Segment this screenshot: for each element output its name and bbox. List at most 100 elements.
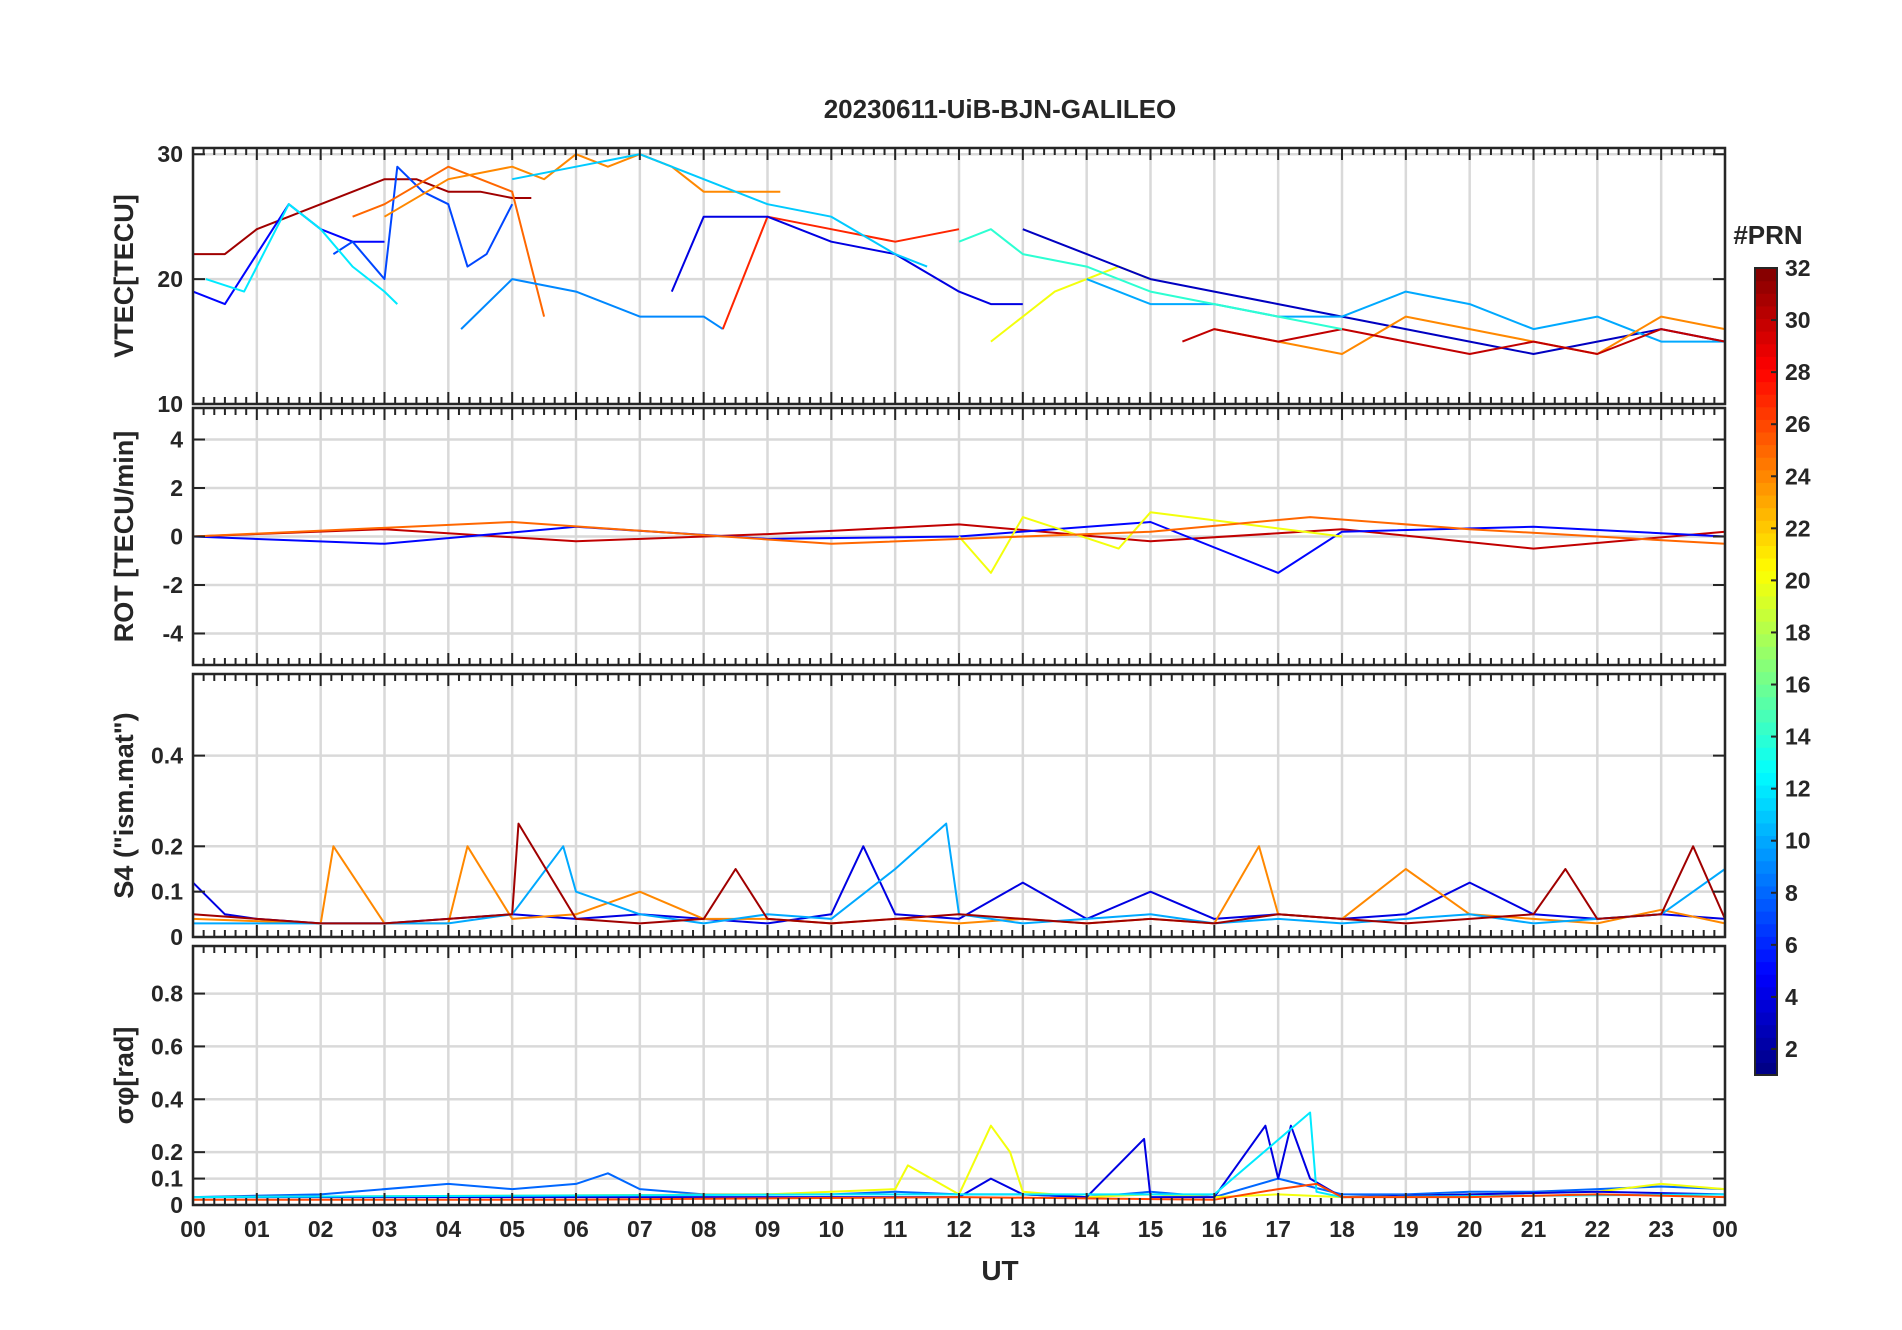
colorbar-tick-label: 20 — [1785, 567, 1811, 593]
colorbar-segment — [1755, 545, 1777, 559]
x-axis-label: UT — [981, 1255, 1018, 1286]
colorbar-segment — [1755, 444, 1777, 458]
y-tick-label: 0 — [170, 1192, 183, 1218]
colorbar-segment — [1755, 1024, 1777, 1038]
colorbar-tick-label: 32 — [1785, 255, 1811, 281]
series-line-prn-11 — [512, 153, 928, 268]
colorbar-segment — [1755, 532, 1777, 547]
y-tick-label: 0.1 — [151, 879, 183, 905]
x-tick-label: 08 — [691, 1216, 717, 1242]
colorbar-tick-label: 24 — [1785, 463, 1811, 489]
colorbar-segment — [1755, 406, 1777, 420]
colorbar-segment — [1755, 570, 1777, 584]
colorbar-tick-label: 2 — [1785, 1036, 1798, 1062]
colorbar-segment — [1755, 431, 1777, 446]
colorbar-segment — [1755, 974, 1777, 988]
colorbar-tick-label: 26 — [1785, 411, 1811, 437]
panel-rot: -4 -2 0 2 4 ROT [TECU/min] — [109, 406, 1727, 667]
colorbar-segment — [1755, 1011, 1777, 1026]
colorbar-segment — [1755, 280, 1777, 294]
series-line-prn-3 — [1022, 228, 1726, 355]
series-line-prn-14 — [958, 228, 1343, 331]
x-tick-label: 10 — [819, 1216, 845, 1242]
x-tick-label: 02 — [308, 1216, 334, 1242]
colorbar-segment — [1755, 747, 1777, 761]
colorbar-tick-label: 8 — [1785, 880, 1798, 906]
x-tick-label: 23 — [1648, 1216, 1674, 1242]
y-tick-label: 0.1 — [151, 1166, 183, 1192]
series-line-prn-30 — [192, 523, 1726, 550]
panel-sigma_phi: 00.10.2 0.4 0.6 0.8 σφ[rad] — [109, 944, 1727, 1218]
colorbar-tick-label: 16 — [1785, 672, 1811, 698]
y-tick-label: 0.8 — [151, 981, 183, 1007]
colorbar-segment — [1755, 948, 1777, 963]
colorbar-segment — [1755, 633, 1777, 647]
series-line-prn-24 — [192, 845, 1726, 925]
y-tick-label: 0.4 — [151, 1086, 183, 1112]
y-tick-label: 0.6 — [151, 1033, 183, 1059]
x-tick-label: 18 — [1329, 1216, 1355, 1242]
x-tick-label: 21 — [1521, 1216, 1547, 1242]
series-line-prn-25 — [192, 516, 1726, 545]
series-line-prn-24 — [1214, 315, 1726, 355]
series-line-prn-7 — [332, 165, 514, 281]
y-tick-label: -4 — [163, 620, 184, 646]
series-line-prn-30 — [1182, 328, 1726, 355]
y-tick-label: 2 — [170, 475, 183, 501]
colorbar-segment — [1755, 734, 1777, 748]
colorbar-segment — [1755, 343, 1777, 357]
colorbar-segment — [1755, 583, 1777, 597]
colorbar-segment — [1755, 1037, 1777, 1051]
colorbar-segment — [1755, 658, 1777, 673]
x-tick-label: 14 — [1074, 1216, 1100, 1242]
x-tick-label: 00 — [180, 1216, 206, 1242]
x-tick-label: 03 — [372, 1216, 398, 1242]
colorbar-segment — [1755, 520, 1777, 534]
colorbar-segment — [1755, 835, 1777, 849]
colorbar-segment — [1755, 268, 1777, 282]
colorbar-segment — [1755, 986, 1777, 1000]
colorbar-tick-label: 18 — [1785, 619, 1811, 645]
colorbar-segment — [1755, 356, 1777, 370]
colorbar-segment — [1755, 911, 1777, 925]
series-line-prn-31 — [193, 178, 532, 256]
x-tick-label: 06 — [563, 1216, 589, 1242]
y-tick-label: 0 — [170, 924, 183, 950]
x-tick-label: 09 — [755, 1216, 781, 1242]
x-tick-label: 19 — [1393, 1216, 1419, 1242]
series-line-prn-10 — [1086, 278, 1725, 343]
x-tick-label: 20 — [1457, 1216, 1483, 1242]
colorbar-title: #PRN — [1733, 220, 1802, 250]
colorbar-segment — [1755, 1062, 1777, 1076]
y-tick-label: 0.4 — [151, 743, 183, 769]
colorbar-tick-label: 6 — [1785, 932, 1798, 958]
colorbar-segment — [1755, 810, 1777, 824]
colorbar-segment — [1755, 772, 1777, 786]
colorbar-frame — [1754, 267, 1778, 1076]
colorbar-segment — [1755, 822, 1777, 837]
colorbar-segment — [1755, 507, 1777, 521]
series-line-prn-25 — [352, 165, 546, 317]
colorbar-segment — [1755, 671, 1777, 685]
series-line-prn-20 — [958, 511, 1343, 574]
colorbar-tick-label: 30 — [1785, 307, 1811, 333]
x-tick-label: 00 — [1712, 1216, 1738, 1242]
y-tick-label: 20 — [157, 266, 183, 292]
colorbar-tick-label: 10 — [1785, 828, 1811, 854]
y-axis-label: VTEC[TECU] — [109, 194, 139, 358]
y-tick-label: 10 — [157, 391, 183, 417]
colorbar-tick-label: 14 — [1785, 724, 1811, 750]
x-tick-label: 22 — [1585, 1216, 1611, 1242]
colorbar-segment — [1755, 885, 1777, 900]
series-line-prn-9 — [460, 278, 724, 330]
x-tick-label: 13 — [1010, 1216, 1036, 1242]
panel-s4: 0 0.1 0.2 0.4 S4 ("ism.mat") — [109, 672, 1727, 950]
x-tick-label: 04 — [436, 1216, 462, 1242]
x-tick-label: 17 — [1265, 1216, 1291, 1242]
colorbar-segment — [1755, 646, 1777, 660]
colorbar-segment — [1755, 860, 1777, 874]
series-line-prn-27 — [721, 215, 960, 330]
y-tick-label: -2 — [163, 572, 183, 598]
